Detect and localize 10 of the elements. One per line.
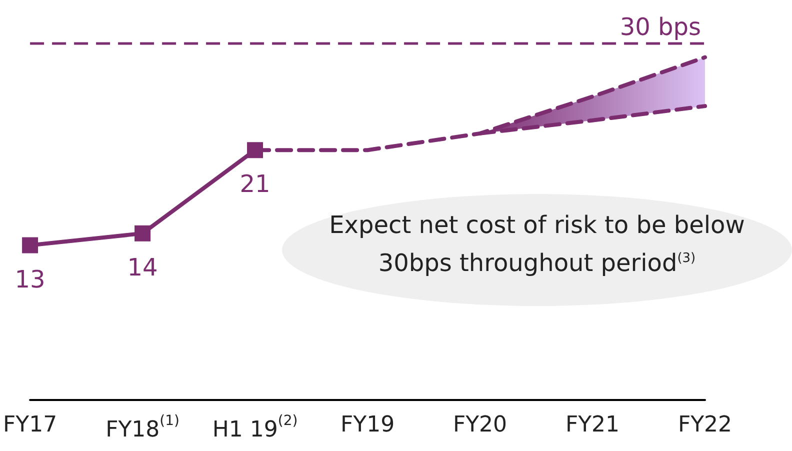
data-label: 21: [240, 170, 270, 198]
x-tick-label: FY21: [565, 412, 620, 438]
x-tick-label: FY20: [452, 412, 508, 438]
data-label: 13: [14, 265, 46, 294]
x-tick-label: FY22: [678, 412, 732, 438]
ref-line-label: 30 bps: [620, 13, 701, 41]
x-tick-label: FY17: [2, 412, 58, 438]
annotation: Expect net cost of risk to be below 30bps throughout period$^{(3)}$: [328, 210, 746, 279]
x-tick-label: FY19: [340, 412, 395, 438]
data-label: 14: [127, 253, 158, 282]
